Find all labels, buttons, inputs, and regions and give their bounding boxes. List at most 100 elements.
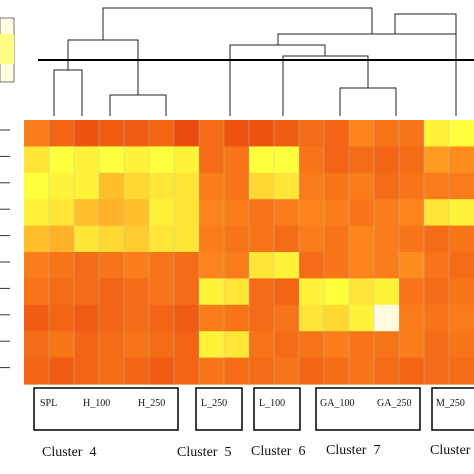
heatmap-cell [424,331,450,359]
heatmap-cell [249,120,275,147]
heatmap-cell [199,120,225,147]
cluster-labels: Cluster 4 Cluster 5 Cluster 6 Cluster 7 … [42,443,474,460]
heatmap-cell [149,146,175,174]
heatmap-cell [449,252,474,279]
heatmap-cell [199,278,225,306]
heatmap-cell [224,199,250,227]
heatmap-cell [399,357,425,385]
heatmap-cell [374,225,400,253]
heatmap-cell [49,278,75,306]
column-label: H_250 [138,398,165,409]
dendrogram-link [109,94,167,116]
color-legend-fragment [0,17,15,83]
heatmap-cell [224,252,250,279]
heatmap-cell [124,278,150,306]
heatmap-cell [74,146,100,174]
heatmap-cell [174,304,200,332]
dendrogram-link [282,55,369,116]
heatmap-cell [224,304,250,332]
heatmap-cell [299,225,325,253]
heatmap-cell [274,278,300,306]
heatmap-cell [299,120,325,147]
cluster-label: Cluster 5 [177,445,231,460]
heatmap-cell [99,331,125,359]
heatmap-cell [124,146,150,174]
heatmap-cell [224,331,250,359]
heatmap-cell [199,357,225,385]
heatmap-cell [24,331,50,359]
heatmap-cell [124,172,150,200]
heatmap-cell [299,252,325,279]
heatmap-cell [174,252,200,279]
heatmap-cell [299,172,325,200]
heatmap-cell [249,304,275,332]
column-label: GA_100 [320,398,354,409]
heatmap-cell [299,331,325,359]
heatmap-cell [399,172,425,200]
heatmap-cell [124,120,150,147]
heatmap-cell [74,172,100,200]
dendrogram-link [394,13,457,116]
heatmap-cell [174,331,200,359]
cluster-box-7 [315,387,421,431]
heatmap-cell [374,304,400,332]
heatmap-cell [349,225,375,253]
heatmap-cell [74,199,100,227]
heatmap-cell [74,278,100,306]
heatmap-cell [449,357,474,385]
heatmap-cell [424,120,450,147]
cluster-boxes [33,387,474,431]
heatmap-cell [349,199,375,227]
heatmap-cell [149,172,175,200]
heatmap-cell [424,172,450,200]
heatmap-cell [24,252,50,279]
heatmap-cell [24,304,50,332]
heatmap-cell [149,199,175,227]
heatmap-cell [24,278,50,306]
heatmap-cell [99,225,125,253]
heatmap-cell [424,357,450,385]
heatmap-cell [149,357,175,385]
row-ticks [0,129,10,369]
cluster-label: Cluster 8 [430,443,474,458]
heatmap-cell [199,331,225,359]
cluster-box-5 [195,387,243,431]
heatmap-cell [249,172,275,200]
column-labels: SPL H_100 H_250 L_250 L_100 GA_100 GA_25… [40,398,465,409]
heatmap-cell [224,357,250,385]
heatmap-cell [149,304,175,332]
heatmap-cell [424,199,450,227]
heatmap-cell [274,199,300,227]
heatmap-cell [349,146,375,174]
heatmap-cell [274,146,300,174]
heatmap-cell [374,120,400,147]
heatmap-cell [99,146,125,174]
heatmap-cell [224,172,250,200]
heatmap-cell [374,146,400,174]
heatmap-cell [124,331,150,359]
heatmap-cell [349,172,375,200]
heatmap-cell [424,278,450,306]
heatmap-cell [274,357,300,385]
dendrogram [53,7,457,116]
heatmap-cell [449,172,474,200]
heatmap-cell [174,278,200,306]
heatmap-cell [174,146,200,174]
heatmap-cell [324,172,350,200]
heatmap-cell [199,252,225,279]
cluster-box-8 [431,387,474,431]
heatmap-cell [449,304,474,332]
heatmap-cell [399,146,425,174]
heatmap-cells [24,120,474,385]
heatmap-cell [74,252,100,279]
heatmap-cell [449,225,474,253]
heatmap-cell [49,225,75,253]
cluster-label: Cluster 4 [42,445,96,460]
column-guide-lines [48,120,450,384]
heatmap-cell [249,331,275,359]
heatmap-cell [424,225,450,253]
heatmap-cell [424,252,450,279]
heatmap-cell [299,199,325,227]
heatmap-cell [449,331,474,359]
